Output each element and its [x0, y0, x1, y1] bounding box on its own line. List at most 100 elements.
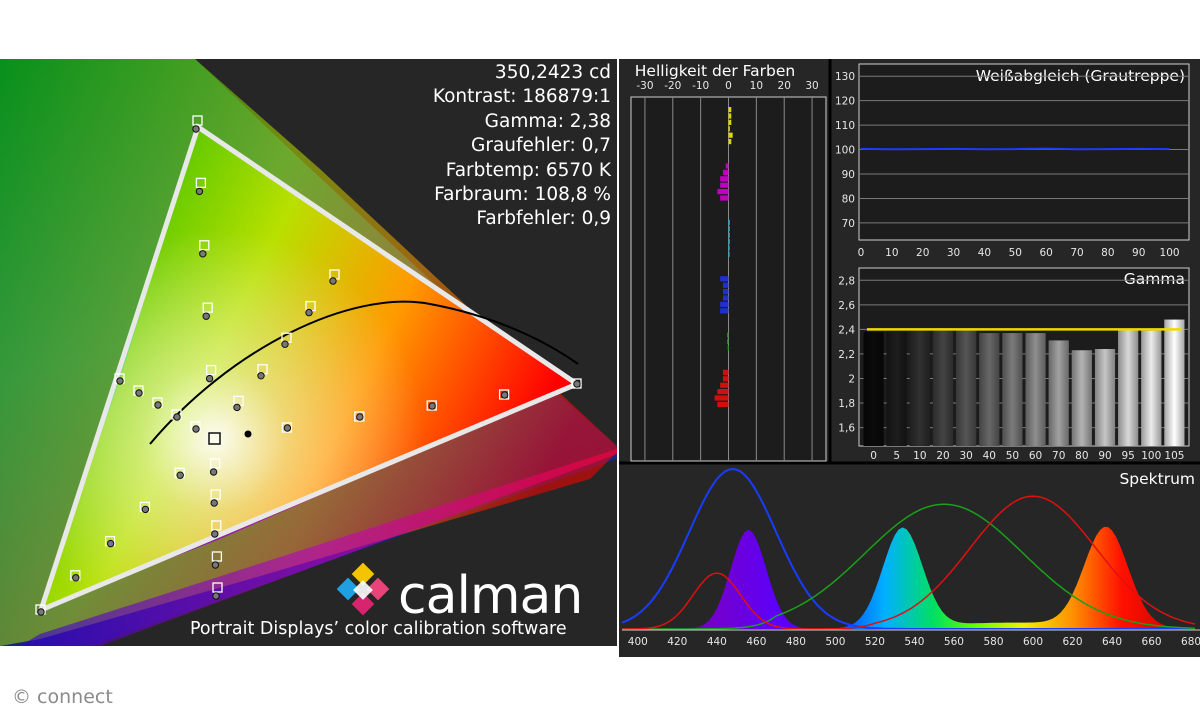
cie-measured-point	[211, 561, 220, 569]
cie-measured-point	[209, 468, 218, 476]
wb-y-tick: 90	[842, 169, 855, 181]
gamma-y-tick: 2,6	[838, 300, 855, 312]
cie-measured-point	[212, 592, 220, 600]
wb-x-tick: 20	[916, 247, 929, 259]
cie-measured-point	[500, 391, 509, 399]
brightness-bar	[727, 345, 729, 351]
gamma-x-tick: 0	[870, 450, 877, 462]
brightness-bar	[717, 389, 729, 395]
gamma-bar-shade	[909, 328, 930, 446]
brightness-bar	[714, 395, 729, 401]
spectrum-x-tick: 440	[707, 636, 727, 648]
brightness-bar	[728, 126, 730, 132]
cie-measured-point	[37, 608, 45, 616]
gamma-bar-shade	[886, 331, 907, 446]
gamma-bar-shade	[1141, 330, 1162, 446]
gamma-x-tick: 60	[1029, 450, 1042, 462]
gamma-bar-shade	[956, 329, 977, 446]
gamma-bar-shade	[1048, 340, 1069, 446]
gray-error-value: Graufehler: 0,7	[471, 135, 611, 157]
brightness-bar	[722, 369, 729, 375]
cie-target-marker	[211, 520, 222, 531]
cie-diagram	[0, 59, 617, 646]
cie-measured-point	[154, 401, 162, 409]
contrast-value: Kontrast: 186879:1	[432, 86, 611, 108]
wb-x-tick: 50	[1009, 247, 1022, 259]
gamma-y-tick: 2,2	[838, 349, 855, 361]
spectrum-x-tick: 680	[1181, 636, 1200, 648]
spectrum-fill	[622, 526, 1197, 629]
gamma-x-tick: 95	[1121, 450, 1134, 462]
brightness-x-tick: 30	[805, 80, 818, 92]
brightness-bar	[722, 289, 729, 295]
cie-measured-point	[176, 471, 184, 479]
gamma-x-tick: 70	[1052, 450, 1065, 462]
cie-target-marker	[210, 489, 221, 500]
cie-target-marker	[498, 389, 510, 400]
gamma-bar-shade	[1094, 349, 1116, 446]
cie-target-marker	[212, 582, 223, 593]
cie-measured-point	[192, 125, 200, 133]
gamma-x-tick: 90	[1098, 450, 1111, 462]
brightness-x-tick: -30	[636, 80, 653, 92]
brightness-x-tick: -10	[692, 80, 709, 92]
brightness-bar	[728, 107, 732, 113]
cie-target-marker	[205, 364, 217, 376]
wb-x-tick: 90	[1132, 247, 1145, 259]
gamma-bar-shade	[1025, 333, 1046, 446]
planckian-locus-curve	[149, 300, 579, 445]
cie-target-marker	[354, 411, 365, 422]
luminance-value: 350,2423 cd	[494, 62, 611, 83]
brightness-bar	[720, 382, 729, 388]
brightness-bar	[720, 308, 729, 314]
spectrum-x-tick: 640	[1102, 636, 1122, 648]
spectrum-x-tick: 460	[746, 636, 766, 648]
spectrum-x-tick: 420	[667, 636, 687, 648]
brightness-chart-title: Helligkeit der Farben	[635, 62, 795, 80]
spectrum-x-tick: 400	[628, 636, 648, 648]
gamma-bar-shade	[863, 331, 884, 446]
spectrum-x-tick: 500	[825, 636, 845, 648]
gamma-x-tick: 10	[913, 450, 926, 462]
gamma-chart-title: Gamma	[1124, 270, 1185, 288]
color-brightness-chart: Helligkeit der Farben -30 -20 -10 0 10 20 30	[630, 62, 827, 462]
brightness-bar	[728, 113, 732, 119]
brightness-bar	[725, 163, 729, 169]
brightness-bar	[727, 339, 729, 345]
cie-measured-point	[199, 250, 207, 258]
wb-x-tick: 30	[947, 247, 960, 259]
cie-target-marker	[199, 240, 210, 251]
calman-tagline: Portrait Displays’ color calibration sof…	[190, 619, 567, 639]
cie-measured-point	[211, 530, 219, 538]
spectrum-x-tick: 540	[904, 636, 924, 648]
wb-y-tick: 110	[835, 120, 855, 132]
cie-measured-point	[202, 312, 210, 320]
spectrum-red-curve	[622, 495, 1196, 630]
wb-x-tick: 40	[978, 247, 991, 259]
copyright-watermark: © connect	[12, 686, 113, 708]
spectrum-x-tick: 480	[786, 636, 806, 648]
brightness-bar	[720, 182, 729, 188]
spectrum-green-curve	[622, 503, 1196, 630]
color-error-value: Farbfehler: 0,9	[476, 208, 611, 230]
brightness-x-tick: 20	[778, 80, 791, 92]
cie-target-marker	[571, 378, 582, 389]
brightness-bar	[728, 119, 732, 125]
brightness-bar	[720, 301, 729, 307]
cie-measured-point	[135, 389, 143, 397]
cie-white-target	[208, 432, 221, 445]
gamma-x-tick: 20	[936, 450, 949, 462]
cie-measured-point	[283, 424, 292, 432]
white-balance-chart: Weißabgleich (Grautreppe) 70809010011012…	[835, 63, 1190, 259]
gamma-chart: Gamma 1,6 1,8 2 2,2 2,4 2,6 2,8 0 5 10 20 30 40 50 60 7…	[838, 267, 1190, 462]
cie-target-marker	[209, 458, 221, 469]
wb-x-tick: 100	[1160, 247, 1180, 259]
brightness-bar	[728, 251, 730, 257]
gamma-x-tick: 50	[1006, 450, 1019, 462]
cie-measured-point	[356, 413, 364, 421]
gamma-value: Gamma: 2,38	[484, 110, 611, 132]
brightness-bar	[727, 332, 729, 338]
spectrum-chart: Spektrum 400 420 44	[621, 467, 1200, 648]
cie-measured-point	[305, 308, 313, 317]
spectrum-x-tick: 620	[1062, 636, 1082, 648]
